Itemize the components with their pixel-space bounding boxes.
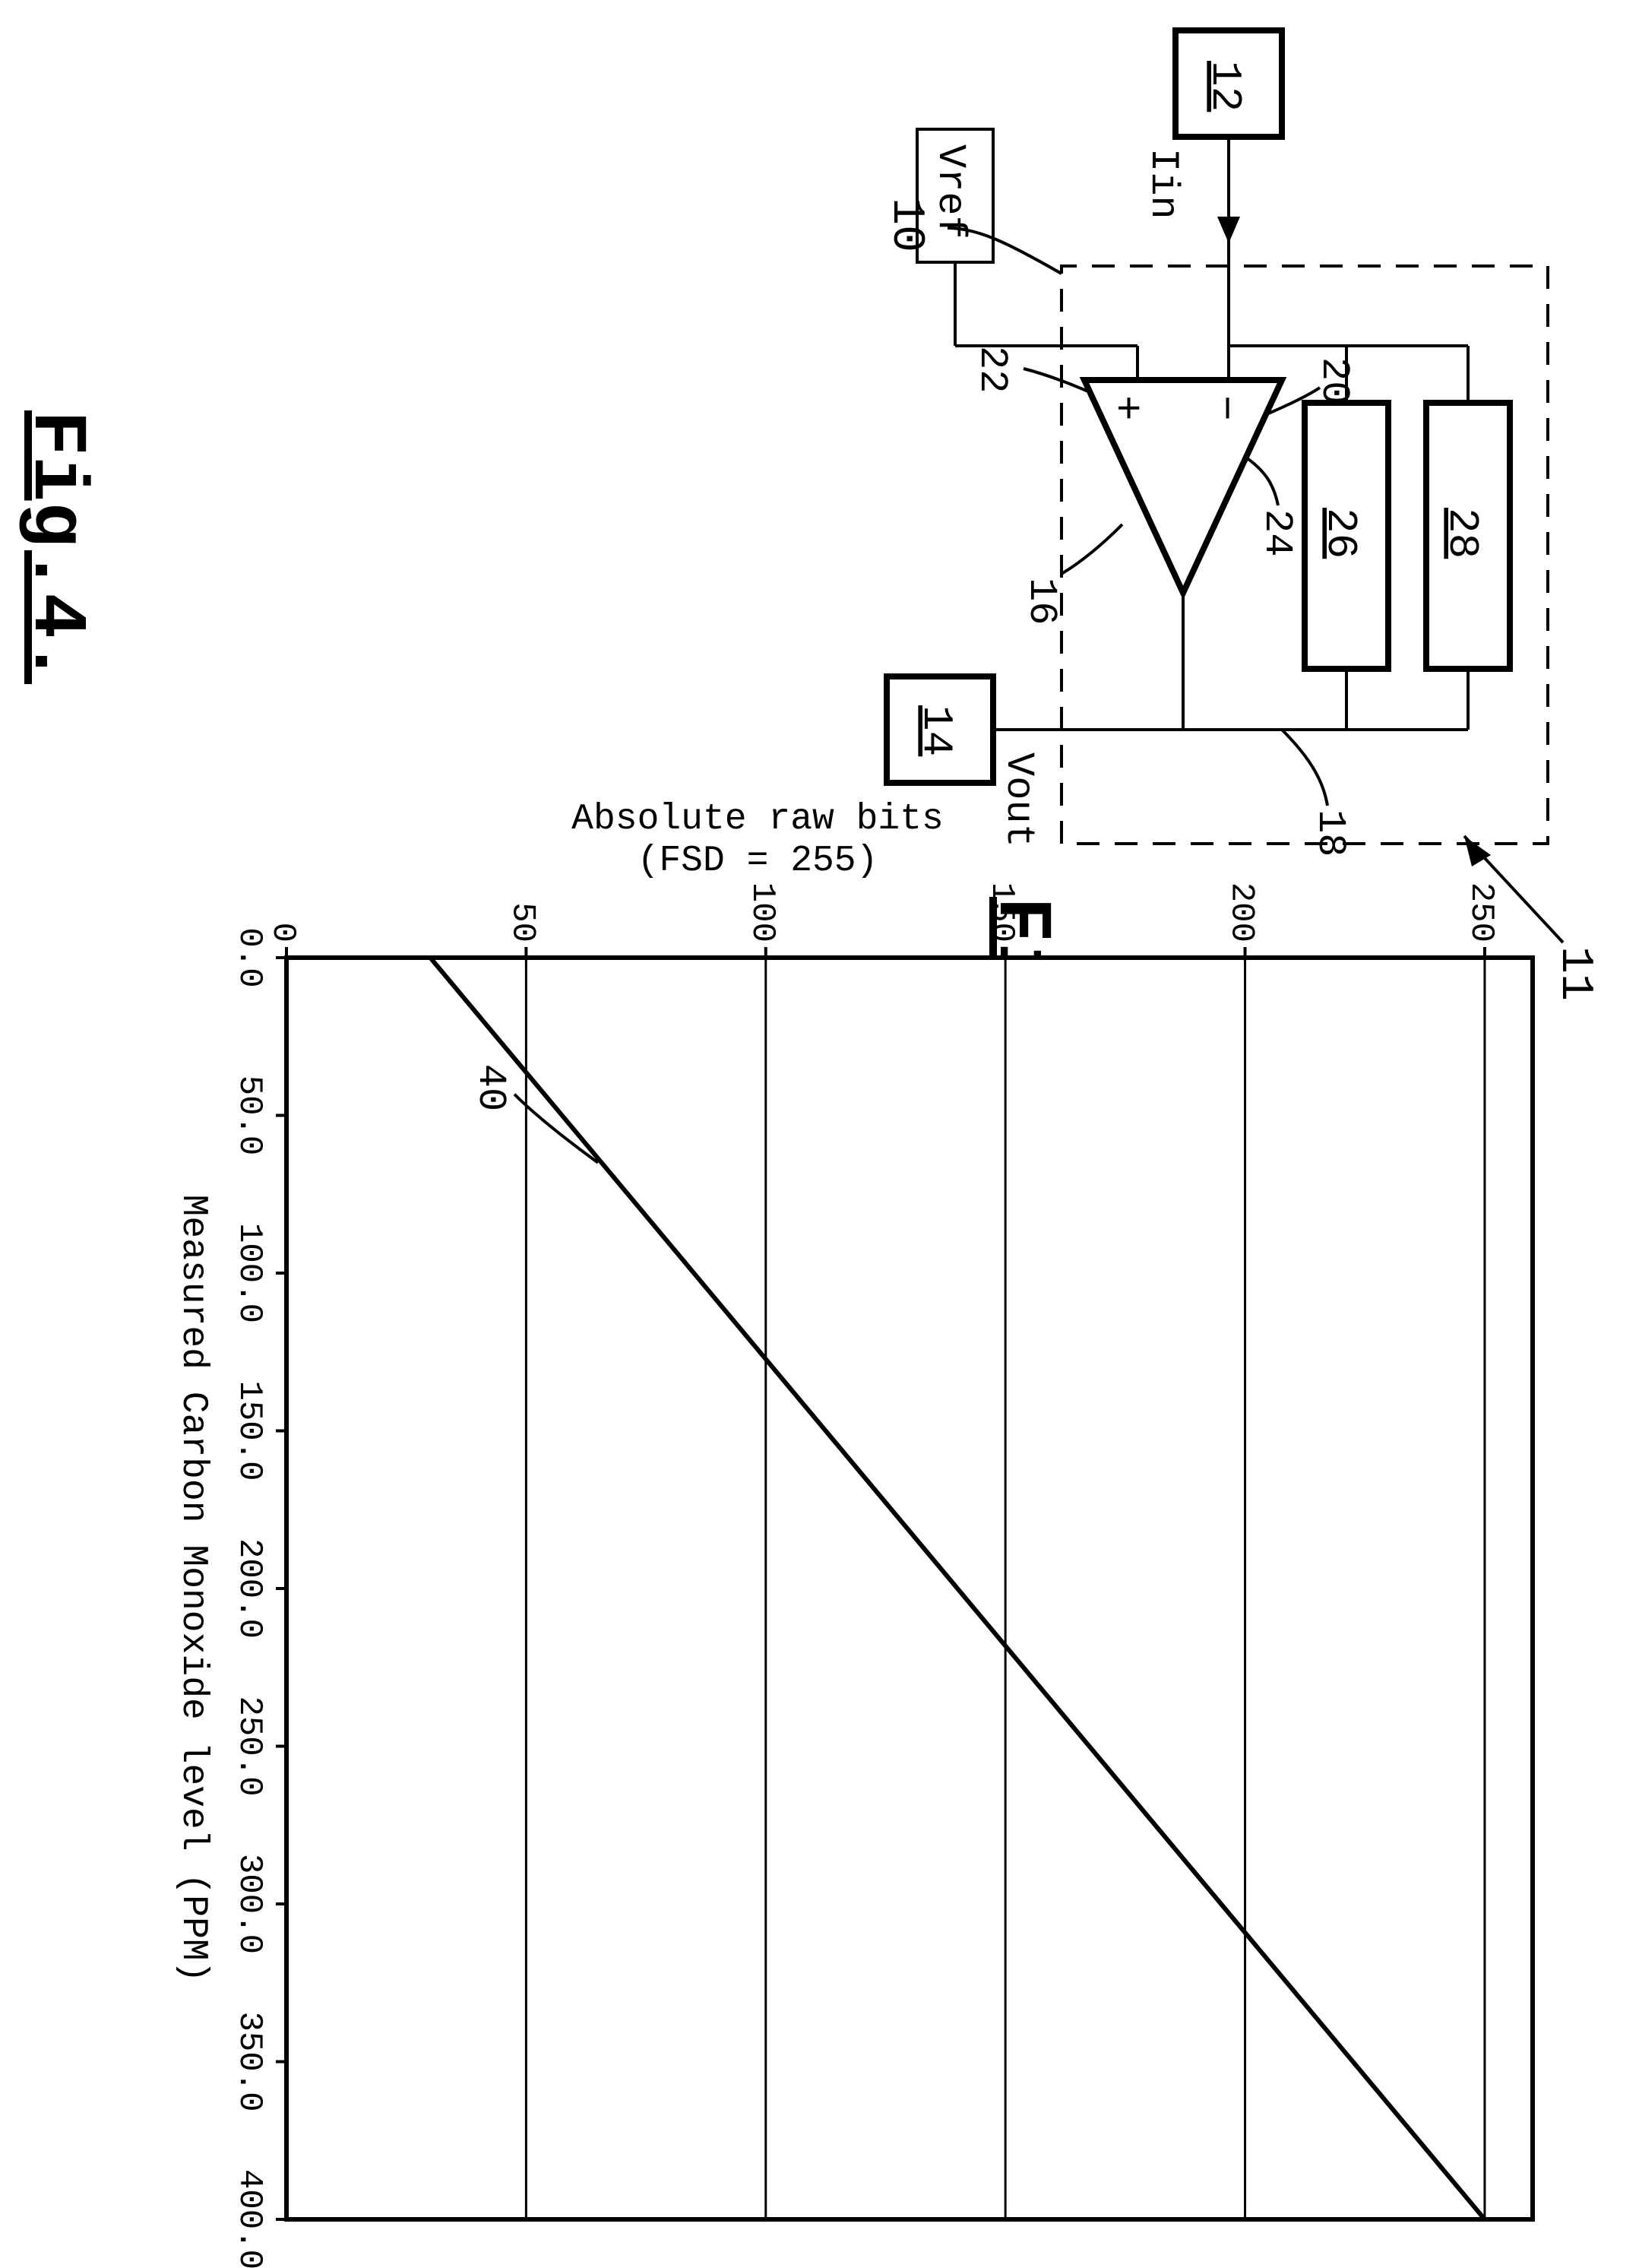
ytick-label: 50 bbox=[503, 902, 541, 942]
ref-12: 12 bbox=[1201, 61, 1249, 112]
ref-16: 16 bbox=[1019, 578, 1064, 625]
ref-24: 24 bbox=[1255, 509, 1299, 556]
ytick-label: 150 bbox=[982, 882, 1020, 942]
iin-arrow bbox=[1217, 217, 1240, 243]
iin-label: Iin bbox=[1141, 148, 1185, 220]
xtick-label: 50.0 bbox=[230, 1075, 268, 1156]
leader-24 bbox=[1244, 456, 1278, 505]
ref-18: 18 bbox=[1308, 809, 1353, 857]
xtick-label: 200.0 bbox=[230, 1538, 268, 1639]
ytick-label: 0 bbox=[264, 923, 302, 942]
plot-area: 0 50 100 150 200 250 0.0 50.0 100.0 150.0 200.0 250… bbox=[172, 799, 1533, 2268]
ref-40: 40 bbox=[468, 1064, 513, 1111]
ref-20: 20 bbox=[1312, 357, 1356, 404]
ref-22: 22 bbox=[970, 346, 1014, 393]
xtick-label: 150.0 bbox=[230, 1380, 268, 1481]
vref-label: Vref bbox=[928, 144, 973, 239]
xtick-label: 350.0 bbox=[230, 2011, 268, 2111]
ref-11: 11 bbox=[1549, 946, 1600, 1001]
ytick-label: 250 bbox=[1462, 882, 1500, 942]
ref-14: 14 bbox=[912, 705, 960, 756]
leader-18 bbox=[1282, 730, 1327, 806]
ytick-label: 100 bbox=[743, 882, 781, 942]
leader-16 bbox=[1062, 524, 1122, 574]
xtick-label: 250.0 bbox=[230, 1696, 268, 1796]
xtick-label: 0.0 bbox=[230, 927, 268, 987]
plus-sign: + bbox=[1102, 395, 1150, 421]
ref-28: 28 bbox=[1438, 508, 1486, 559]
ytick-label: 200 bbox=[1223, 882, 1261, 942]
y-axis-label-2: (FSD = 255) bbox=[638, 841, 878, 882]
vout-label: Vout bbox=[996, 752, 1041, 847]
chart-frame bbox=[286, 958, 1533, 2219]
figures-svg: 10 11 28 26 − + 20 22 24 16 18 12 Vre bbox=[0, 0, 1639, 2268]
fig4-chart: 0 50 100 150 200 250 0.0 50.0 100.0 150.0 200.0 250… bbox=[172, 799, 1533, 2268]
leader-22 bbox=[1024, 369, 1088, 391]
xtick-label: 400.0 bbox=[230, 2169, 268, 2268]
xtick-label: 100.0 bbox=[230, 1223, 268, 1323]
ref-26: 26 bbox=[1316, 508, 1365, 559]
x-axis-label: Measured Carbon Monoxide level (PPM) bbox=[172, 1195, 214, 1983]
fig4-title: Fig.4. bbox=[12, 410, 98, 684]
xtick-label: 300.0 bbox=[230, 1854, 268, 1954]
ref-10: 10 bbox=[880, 198, 932, 252]
minus-sign: − bbox=[1201, 395, 1249, 421]
page-landscape: 10 11 28 26 − + 20 22 24 16 18 12 Vre bbox=[0, 0, 1639, 2268]
y-axis-label-1: Absolute raw bits bbox=[571, 799, 944, 840]
